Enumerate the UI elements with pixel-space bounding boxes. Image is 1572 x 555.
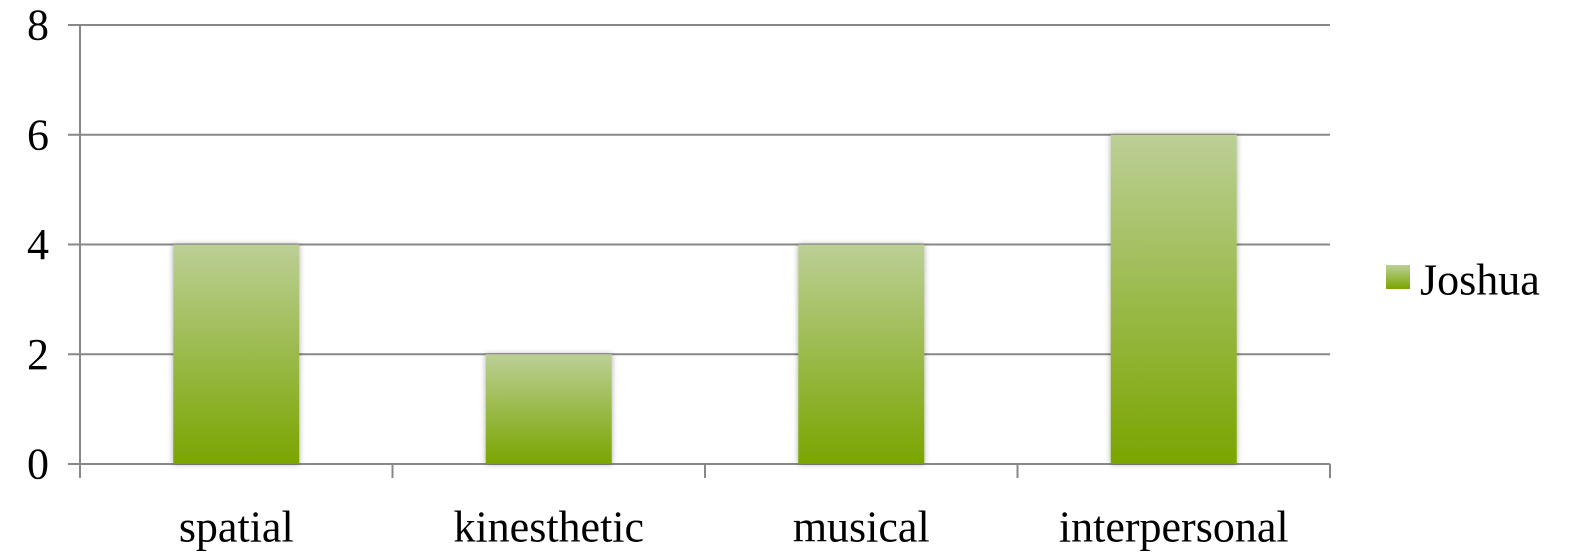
- y-tick-label: 4: [27, 220, 49, 269]
- x-tick-label: spatial: [179, 503, 294, 552]
- bar-musical: [798, 244, 925, 464]
- x-tick-label: musical: [793, 503, 930, 552]
- bar-kinesthetic: [485, 354, 612, 464]
- legend: Joshua: [1386, 256, 1540, 305]
- bars: [173, 134, 1237, 464]
- legend-label: Joshua: [1420, 256, 1540, 305]
- legend-swatch: [1386, 265, 1410, 289]
- x-tick-labels: spatial kinesthetic musical interpersonal: [179, 503, 1289, 552]
- y-tick-label: 8: [27, 1, 49, 50]
- bar-interpersonal: [1110, 134, 1237, 464]
- x-tick-label: kinesthetic: [453, 503, 644, 552]
- x-tick-label: interpersonal: [1059, 503, 1289, 552]
- y-tick-labels: 0 2 4 6 8: [27, 1, 49, 489]
- y-tick-label: 2: [27, 330, 49, 379]
- y-tick-label: 6: [27, 110, 49, 159]
- y-tick-label: 0: [27, 440, 49, 489]
- bar-spatial: [173, 244, 300, 464]
